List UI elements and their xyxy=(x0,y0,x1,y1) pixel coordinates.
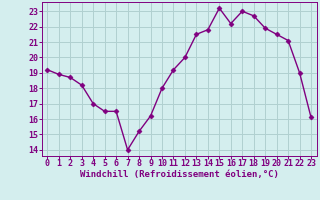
X-axis label: Windchill (Refroidissement éolien,°C): Windchill (Refroidissement éolien,°C) xyxy=(80,170,279,179)
